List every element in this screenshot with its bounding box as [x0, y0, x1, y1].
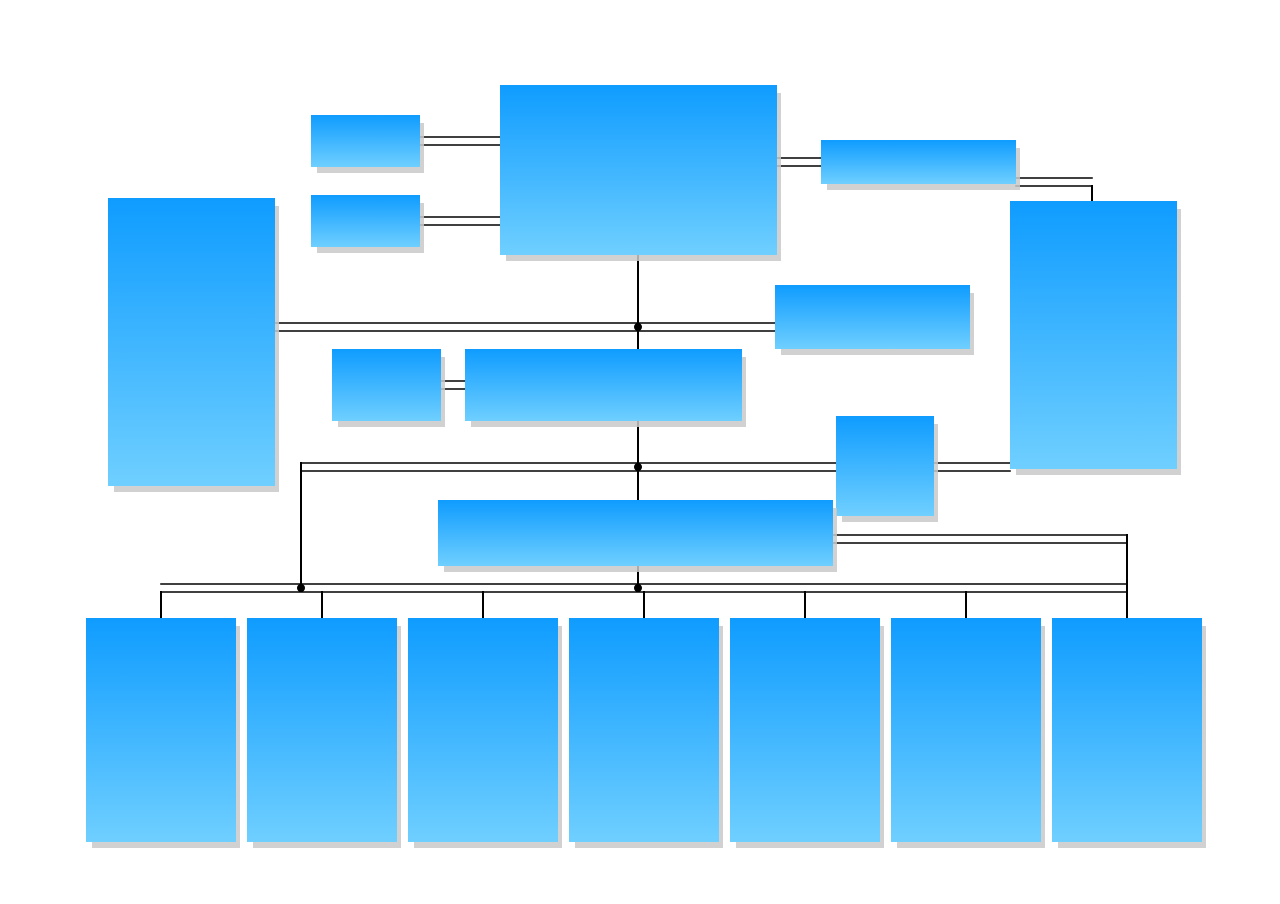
- node-sq: [836, 416, 934, 516]
- node-b3: [569, 618, 719, 842]
- node-b4: [730, 618, 880, 842]
- node-b2: [408, 618, 558, 842]
- node-bar: [438, 500, 833, 566]
- node-mid: [465, 349, 742, 421]
- node-right-big: [1010, 201, 1177, 469]
- node-b1: [247, 618, 397, 842]
- node-b5: [891, 618, 1041, 842]
- node-top: [500, 85, 777, 255]
- node-top-l1: [311, 115, 420, 167]
- node-mid-r: [775, 285, 970, 349]
- org-chart-canvas: [0, 0, 1280, 904]
- node-top-r: [821, 140, 1016, 184]
- node-left-big: [108, 198, 275, 486]
- node-top-l2: [311, 195, 420, 247]
- node-b6: [1052, 618, 1202, 842]
- node-b0: [86, 618, 236, 842]
- node-mid-l: [332, 349, 441, 421]
